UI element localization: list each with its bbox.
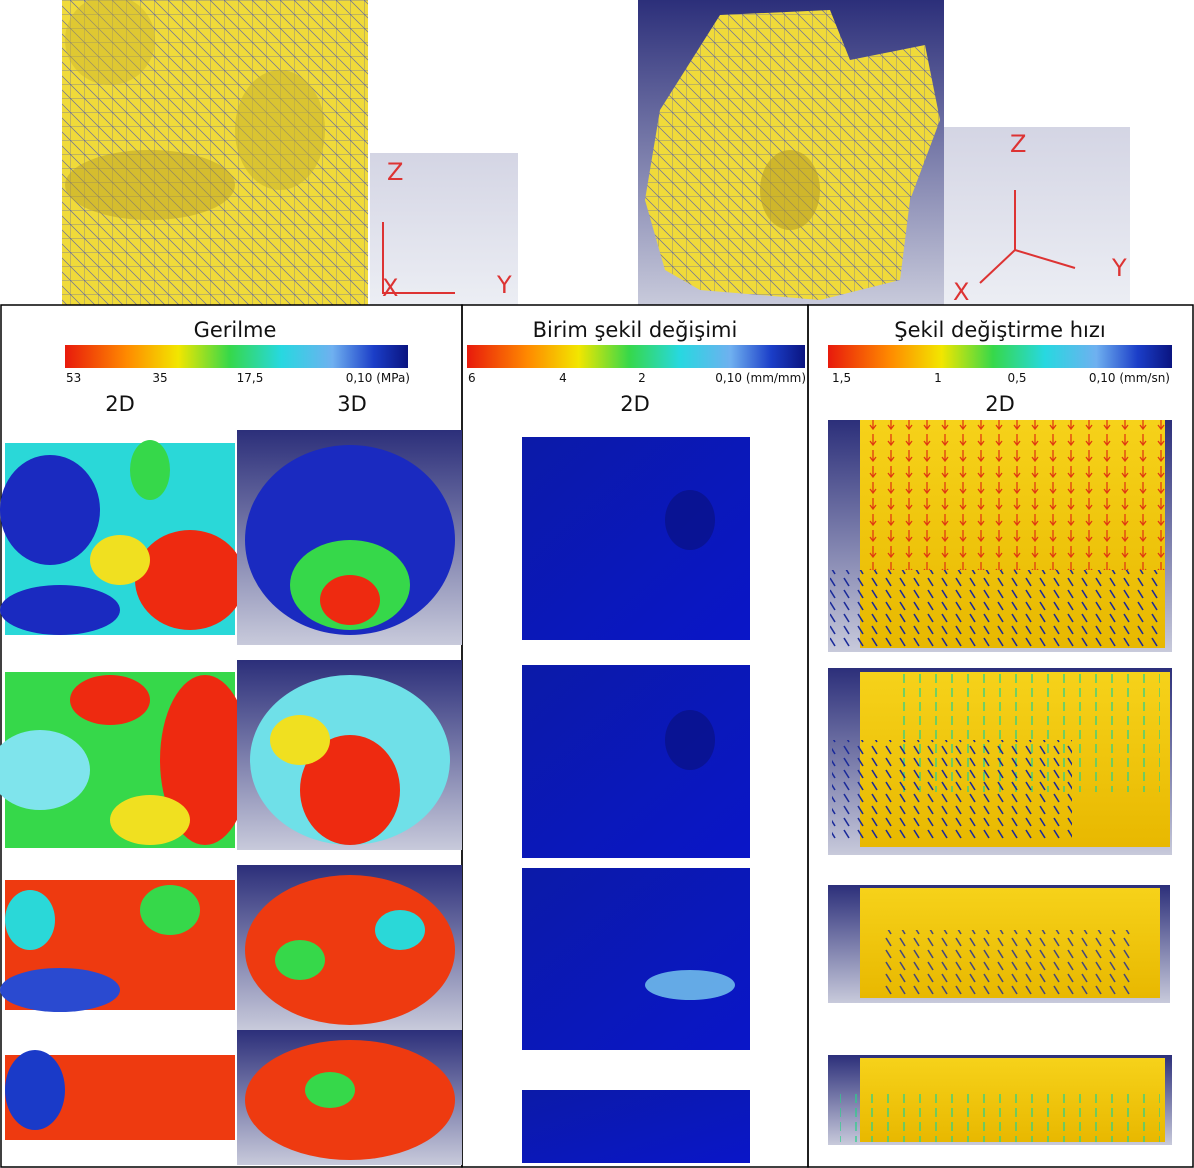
shape [65,345,408,368]
shape [760,150,820,230]
figure: Z X Y Z X Y Gerilme 53 35 17,5 0,10 (MPa… [0,0,1194,1168]
shape [270,715,330,765]
label: 6 [468,371,476,385]
label: 2D [620,392,650,416]
label: 17,5 [237,371,264,385]
shape [840,1090,1160,1142]
shape [522,665,750,858]
label: Z [387,158,403,186]
shape [645,970,735,1000]
label: 4 [559,371,567,385]
label: 1,5 [832,371,851,385]
label: 0,10 (mm/mm) [715,371,806,385]
page: { "top": { "view_2d_axes": ["Z", "X", "Y… [0,0,1194,1168]
shape [665,710,715,770]
shape [522,437,750,640]
shape [305,1072,355,1108]
label: 1 [934,371,942,385]
shape [140,885,200,935]
label: 2D [985,392,1015,416]
stress-2d-images [0,440,250,1140]
label: 35 [152,371,167,385]
shape [944,127,1130,305]
shape [467,345,805,368]
label: Şekil değiştirme hızı [894,318,1106,342]
shape [70,675,150,725]
shape [5,1050,65,1130]
shape [0,968,120,1012]
shape [880,930,1130,995]
shape [320,575,380,625]
shape [5,890,55,950]
shape [375,910,425,950]
label: 53 [66,371,81,385]
shape [0,585,120,635]
label: Y [496,271,512,299]
label: 3D [337,392,367,416]
rate-images [828,420,1172,1145]
label: Birim şekil değişimi [533,318,738,342]
shape [0,455,100,565]
shape [522,1090,750,1163]
shape [275,940,325,980]
label: 0,5 [1007,371,1026,385]
shape [65,150,235,220]
label: Y [1111,254,1127,282]
shape [235,70,325,190]
label: 0,10 (MPa) [346,371,410,385]
shape [110,795,190,845]
label: X [382,274,398,302]
stress-3d-images [237,430,462,1165]
label: 2 [638,371,646,385]
label: Z [1010,130,1026,158]
shape [665,490,715,550]
label: Gerilme [194,318,277,342]
label: X [953,278,969,306]
shape [245,875,455,1025]
shape [135,530,245,630]
shape [832,740,1072,840]
shape [90,535,150,585]
shape [860,420,1165,570]
label: 0,10 (mm/sn) [1089,371,1170,385]
label: 2D [105,392,135,416]
shape [828,345,1172,368]
strain-images [522,437,750,1163]
shape [830,570,1165,648]
shape [522,868,750,1050]
shape [130,440,170,500]
